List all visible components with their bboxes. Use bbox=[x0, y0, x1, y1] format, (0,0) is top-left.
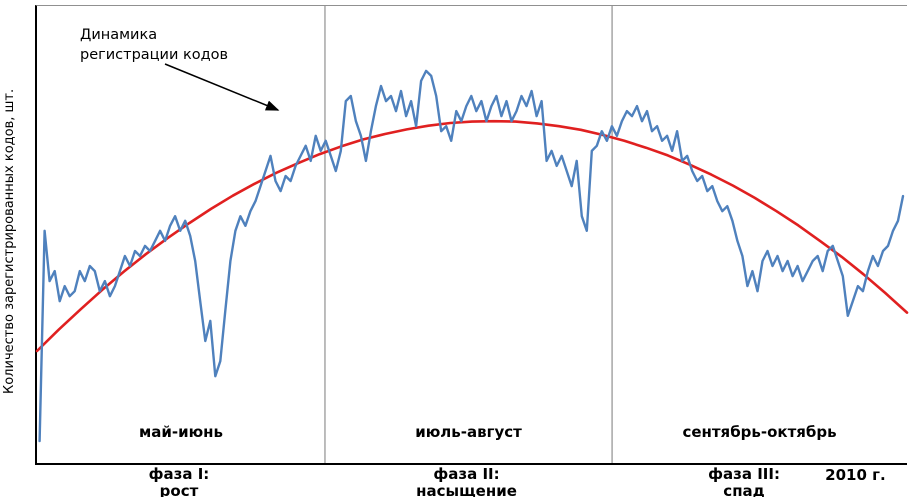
annotation-arrow-icon bbox=[164, 63, 280, 111]
annotation-line2: регистрации кодов bbox=[80, 46, 229, 63]
month-label-phase2: июль-август bbox=[415, 423, 522, 441]
phase-label-3-sub: спад bbox=[723, 482, 765, 497]
annotation-line1: Динамика bbox=[80, 27, 158, 43]
phase-label-2-sub: насыщение bbox=[416, 482, 517, 497]
plot-area: Динамика регистрации кодов май-июнь июль… bbox=[35, 5, 909, 465]
phase-label-1-sub: рост bbox=[159, 482, 199, 497]
chart-annotation: Динамика регистрации кодов bbox=[80, 26, 228, 65]
phase-label-1-title: фаза I: bbox=[148, 465, 210, 483]
month-label-phase1: май-июнь bbox=[138, 423, 224, 441]
phase-label-2: фаза II: насыщение bbox=[416, 465, 517, 497]
phase-label-3-title: фаза III: bbox=[708, 465, 780, 483]
y-axis-title: Количество зарегистрированных кодов, шт. bbox=[2, 88, 17, 394]
phase-label-1: фаза I: рост bbox=[148, 465, 210, 497]
chart-svg bbox=[35, 6, 909, 463]
phase-label-3: фаза III: спад bbox=[708, 465, 780, 497]
series-line-динамика-регистрации-кодов bbox=[38, 69, 905, 443]
year-label: 2010 г. bbox=[825, 466, 886, 484]
phase-label-2-title: фаза II: bbox=[433, 465, 500, 483]
x-axis-footer: фаза I: рост фаза II: насыщение фаза III… bbox=[35, 465, 905, 497]
month-label-phase3: сентябрь-октябрь bbox=[682, 423, 837, 441]
